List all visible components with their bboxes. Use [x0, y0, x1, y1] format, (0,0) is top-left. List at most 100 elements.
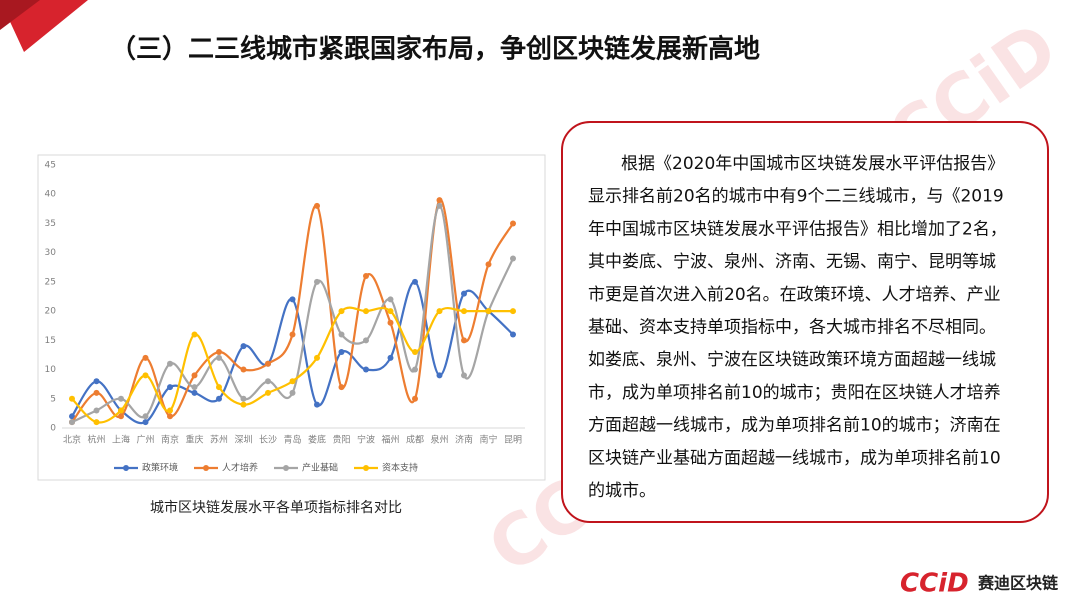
x-tick-label: 南宁 — [479, 434, 497, 446]
paragraph-line: 的城市。 — [588, 481, 656, 501]
paragraph-line: 显示排名前20名的城市中有9个二三线城市，与《2019 — [588, 187, 1004, 207]
x-tick-label: 长沙 — [259, 434, 277, 446]
data-point — [191, 331, 198, 338]
x-tick-label: 南京 — [161, 434, 179, 446]
data-point — [314, 401, 320, 408]
legend-marker — [123, 465, 129, 471]
data-point — [314, 202, 320, 209]
series-line — [71, 204, 514, 424]
data-point — [436, 197, 443, 204]
data-point — [412, 366, 418, 373]
x-tick-label: 广州 — [136, 434, 154, 446]
logo-name: 赛迪区块链 — [977, 574, 1059, 593]
data-point — [142, 354, 149, 361]
legend-label: 政策环境 — [142, 462, 178, 474]
data-point — [167, 360, 173, 367]
data-point — [191, 372, 198, 379]
data-point — [387, 296, 394, 303]
paragraph-line: 年中国城市区块链发展水平评估报告》相比增加了2名， — [588, 219, 1007, 239]
x-tick-label: 杭州 — [87, 434, 105, 446]
data-point — [461, 372, 467, 379]
data-point — [93, 378, 100, 385]
data-point — [412, 278, 418, 285]
x-tick-label: 重庆 — [185, 434, 203, 446]
data-point — [412, 349, 418, 356]
data-point — [485, 308, 492, 315]
data-point — [191, 389, 198, 396]
data-point — [387, 354, 394, 361]
data-point — [289, 331, 296, 338]
data-point — [93, 407, 100, 414]
data-point — [167, 413, 173, 420]
data-point — [142, 419, 149, 426]
paragraph-line: 区块链产业基础方面超越一线城市，成为单项排名前10 — [588, 448, 1001, 468]
x-tick-label: 娄底 — [308, 434, 326, 446]
data-point — [363, 273, 369, 280]
data-point — [265, 360, 271, 367]
data-point — [461, 308, 467, 315]
data-point — [289, 378, 296, 385]
x-tick-label: 昆明 — [504, 435, 522, 446]
x-tick-label: 上海 — [112, 434, 130, 446]
corner-decoration — [0, 0, 40, 30]
data-point — [69, 395, 75, 402]
data-point — [93, 419, 100, 426]
y-tick-label: 25 — [45, 277, 56, 287]
data-point — [265, 389, 271, 396]
data-point — [240, 401, 247, 408]
data-point — [118, 407, 124, 414]
y-tick-label: 45 — [45, 161, 56, 171]
x-tick-label: 福州 — [381, 434, 399, 446]
data-point — [69, 419, 75, 426]
paragraph: 根据《2020年中国城市区块链发展水平评估报告》显示排名前20名的城市中有9个二… — [588, 154, 1007, 501]
x-tick-label: 济南 — [455, 434, 473, 446]
legend-marker — [363, 465, 369, 471]
legend-marker — [203, 465, 209, 471]
y-tick-label: 40 — [45, 190, 57, 200]
legend-label: 资本支持 — [382, 462, 418, 474]
data-point — [363, 308, 369, 315]
data-point — [363, 366, 369, 373]
data-point — [338, 308, 345, 315]
x-tick-label: 泉州 — [430, 434, 448, 446]
logo-mark: CCiD — [900, 569, 969, 599]
paragraph-line: 如娄底、泉州、宁波在区块链政策环境方面超越一线城 — [588, 350, 996, 370]
data-point — [93, 389, 100, 396]
chart: 0 5 10 15 20 25 30 35 40 45 北京 杭州 上海 广州 南京 重庆 苏州 深圳 长沙 青岛 娄底… — [45, 161, 525, 474]
text-box — [561, 121, 1049, 523]
data-point — [387, 319, 394, 326]
data-point — [510, 255, 516, 262]
x-tick-label: 贵阳 — [332, 434, 350, 446]
data-point — [436, 308, 443, 315]
data-point — [510, 308, 516, 315]
data-point — [167, 407, 173, 414]
data-point — [240, 366, 247, 373]
paragraph-line: 根据《2020年中国城市区块链发展水平评估报告》 — [621, 154, 1004, 174]
data-point — [485, 261, 492, 268]
data-point — [510, 331, 516, 338]
chart-caption: 城市区块链发展水平各单项指标排名对比 — [150, 499, 402, 516]
chart-frame — [37, 154, 546, 481]
data-point — [216, 349, 222, 356]
data-point — [510, 220, 516, 227]
data-point — [363, 337, 369, 344]
data-point — [240, 343, 247, 350]
y-tick-label: 0 — [50, 424, 56, 434]
x-tick-label: 北京 — [63, 434, 81, 446]
data-point — [216, 395, 222, 402]
slide-title: （三）二三线城市紧跟国家布局，争创区块链发展新高地 — [110, 34, 760, 65]
x-tick-label: 成都 — [406, 434, 424, 446]
legend-label: 产业基础 — [302, 462, 338, 474]
x-tick-label: 深圳 — [234, 435, 252, 446]
data-point — [167, 384, 173, 391]
data-point — [118, 395, 124, 402]
paragraph-line: 市更是首次进入前20名。在政策环境、人才培养、产业 — [588, 285, 1001, 305]
data-point — [338, 384, 345, 391]
paragraph-line: 市，成为单项排名前10的城市；贵阳在区块链人才培养 — [588, 383, 1001, 403]
x-tick-label: 苏州 — [210, 434, 228, 446]
data-point — [289, 389, 296, 396]
y-tick-label: 20 — [45, 307, 57, 317]
y-tick-label: 10 — [45, 365, 57, 375]
data-point — [338, 331, 345, 338]
